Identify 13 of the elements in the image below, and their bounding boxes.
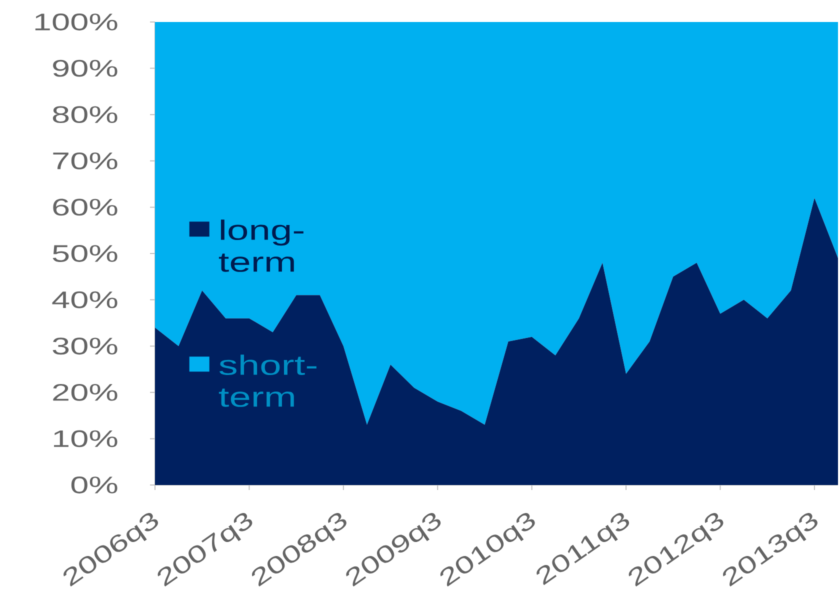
- y-tick-label: 50%: [52, 245, 118, 262]
- y-tick-label: 100%: [35, 14, 118, 30]
- legend-label: short-term: [218, 354, 316, 407]
- y-tick-label: 80%: [52, 106, 118, 124]
- y-tick-label: 70%: [53, 152, 118, 170]
- y-tick-label: 30%: [52, 338, 118, 355]
- legend-label: long-term: [218, 220, 304, 272]
- y-tick-label: 40%: [52, 291, 118, 308]
- y-tick-label: 0%: [71, 476, 118, 494]
- y-tick-label: 10%: [54, 430, 118, 448]
- y-tick-label: 60%: [53, 198, 118, 216]
- y-tick-label: 90%: [53, 60, 118, 77]
- y-tick-label: 20%: [53, 384, 118, 401]
